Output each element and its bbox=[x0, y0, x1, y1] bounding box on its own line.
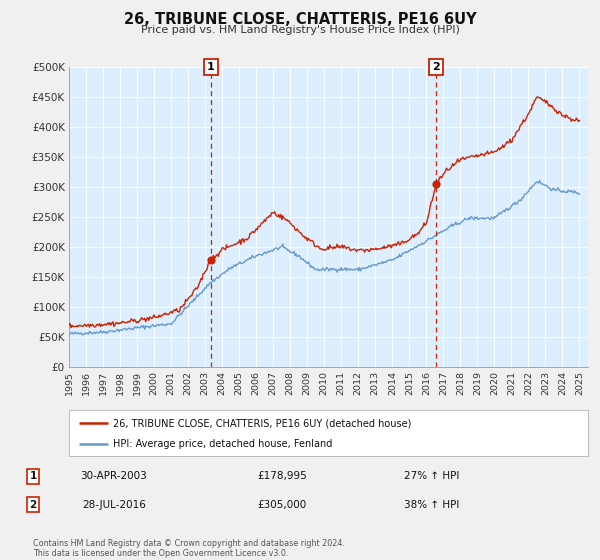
Text: HPI: Average price, detached house, Fenland: HPI: Average price, detached house, Fenl… bbox=[113, 438, 332, 449]
Text: 26, TRIBUNE CLOSE, CHATTERIS, PE16 6UY (detached house): 26, TRIBUNE CLOSE, CHATTERIS, PE16 6UY (… bbox=[113, 418, 412, 428]
Text: 38% ↑ HPI: 38% ↑ HPI bbox=[404, 500, 460, 510]
Text: 2: 2 bbox=[433, 62, 440, 72]
Point bbox=[206, 255, 215, 264]
Text: Contains HM Land Registry data © Crown copyright and database right 2024.: Contains HM Land Registry data © Crown c… bbox=[33, 539, 345, 548]
Text: 26, TRIBUNE CLOSE, CHATTERIS, PE16 6UY: 26, TRIBUNE CLOSE, CHATTERIS, PE16 6UY bbox=[124, 12, 476, 27]
Text: This data is licensed under the Open Government Licence v3.0.: This data is licensed under the Open Gov… bbox=[33, 549, 289, 558]
Text: 1: 1 bbox=[207, 62, 215, 72]
Text: 30-APR-2003: 30-APR-2003 bbox=[80, 472, 148, 482]
Text: 2: 2 bbox=[29, 500, 37, 510]
Text: 1: 1 bbox=[29, 472, 37, 482]
Text: 28-JUL-2016: 28-JUL-2016 bbox=[82, 500, 146, 510]
Text: 27% ↑ HPI: 27% ↑ HPI bbox=[404, 472, 460, 482]
Point bbox=[431, 180, 441, 189]
Text: £305,000: £305,000 bbox=[257, 500, 307, 510]
Text: £178,995: £178,995 bbox=[257, 472, 307, 482]
Text: Price paid vs. HM Land Registry's House Price Index (HPI): Price paid vs. HM Land Registry's House … bbox=[140, 25, 460, 35]
